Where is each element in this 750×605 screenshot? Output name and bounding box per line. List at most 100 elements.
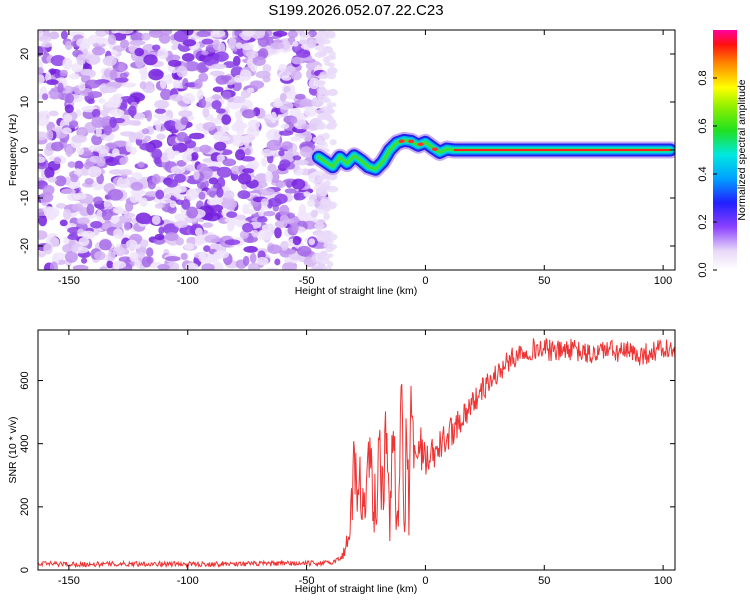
spectrogram-noise-blob [155, 119, 162, 132]
snr-ytick-label: 200 [19, 498, 31, 516]
spectrogram-ytick-label: 0 [19, 147, 31, 153]
spectrogram-noise-blob [230, 200, 238, 208]
spectrogram-noise-blob [132, 120, 142, 126]
snr-xtick-label: -150 [58, 575, 80, 587]
spectrogram-noise-blob [246, 126, 260, 138]
spectrogram-noise-blob [242, 222, 254, 233]
spectrogram-noise-blob [317, 205, 328, 210]
colorbar-scale [713, 30, 737, 270]
spectrogram-noise-blob [98, 98, 106, 104]
spectrogram-noise-blob [141, 217, 152, 225]
spectrogram-noise-blob [193, 170, 200, 181]
spectrogram-noise-blob [198, 98, 207, 109]
spectrogram-noise-blob [223, 61, 237, 68]
figure-title: S199.2026.052.07.22.C23 [268, 2, 443, 19]
spectrogram-noise-blob [65, 145, 73, 157]
spectrogram-noise-blob [134, 47, 145, 57]
spectrogram-xtick-label: 0 [422, 275, 428, 287]
spectrogram-noise-blob [188, 188, 197, 194]
spectrogram-noise-blob [103, 125, 112, 136]
spectrogram-noise-blob [59, 69, 68, 77]
spectrogram-noise-blob [169, 200, 177, 208]
spectrogram-noise-blob [269, 42, 285, 50]
spectrogram-noise-blob [296, 159, 309, 166]
spectrogram-noise-blob [224, 217, 237, 223]
spectrogram-noise-blob [67, 193, 81, 202]
spectrogram-noise-blob [165, 256, 181, 262]
spectrogram-noise-blob [323, 185, 333, 191]
spectrogram-noise-blob [290, 116, 298, 124]
spectrogram-noise-blob [114, 77, 129, 83]
spectrogram-noise-blob [38, 230, 48, 240]
spectrogram-noise-blob [202, 122, 216, 131]
spectrogram-noise-blob [155, 189, 165, 200]
spectrogram-noise-blob [80, 257, 88, 264]
spectrogram-noise-blob [241, 42, 255, 51]
spectrogram-noise-blob [247, 262, 261, 270]
spectrogram-noise-blob [211, 63, 227, 70]
spectrogram-noise-blob [322, 47, 332, 53]
spectrogram-noise-blob [292, 41, 299, 47]
spectrogram-noise-blob [70, 173, 79, 183]
spectrogram-noise-blob [247, 119, 260, 130]
spectrogram-noise-blob [91, 46, 106, 56]
spectrogram-noise-blob [80, 41, 87, 50]
spectrogram-noise-blob [251, 229, 259, 238]
spectrogram-noise-blob [180, 116, 189, 126]
spectrogram-noise-blob [95, 30, 108, 37]
spectrogram-noise-blob [314, 45, 325, 51]
spectrogram-noise-blob [92, 196, 103, 205]
spectrogram-noise-blob [292, 236, 302, 246]
spectrogram-noise-blob [182, 39, 197, 47]
spectrogram-noise-blob [38, 67, 44, 75]
spectrogram-noise-blob [139, 81, 147, 90]
spectrogram-noise-blob [164, 232, 179, 242]
spectrogram-noise-blob [100, 132, 115, 140]
spectrogram-noise-blob [84, 79, 101, 89]
spectrogram-noise-blob [129, 39, 146, 46]
spectrogram-noise-blob [71, 244, 79, 253]
spectrogram-noise-blob [298, 204, 307, 216]
spectrogram-noise-blob [299, 146, 313, 158]
spectrogram-noise-blob [320, 196, 332, 205]
spectrogram-noise-blob [118, 169, 133, 176]
spectrogram-noise-blob [281, 141, 293, 150]
spectrogram-noise-blob [157, 263, 170, 270]
spectrogram-noise-blob [157, 48, 169, 60]
spectrogram-noise-blob [218, 135, 231, 142]
spectrogram-noise-blob [237, 172, 252, 185]
spectrogram-noise-blob [161, 152, 169, 160]
spectrogram-noise-blob [143, 135, 152, 142]
spectrogram-noise-blob [85, 54, 101, 65]
spectrogram-noise-blob [44, 166, 55, 179]
spectrogram-noise-blob [130, 32, 145, 42]
spectrogram-noise-blob [84, 178, 94, 185]
snr-x-label: Height of straight line (km) [295, 583, 418, 595]
spectrogram-noise-blob [173, 30, 189, 43]
spectrogram-noise-blob [194, 227, 203, 236]
spectrogram-noise-blob [303, 106, 318, 117]
snr-xtick-label: -100 [177, 575, 199, 587]
spectrogram-noise-blob [235, 42, 243, 49]
spectrogram-noise-blob [148, 30, 164, 39]
spectrogram-noise-blob [55, 203, 67, 209]
spectrogram-ytick-label: 10 [19, 96, 31, 108]
spectrogram-noise-blob [141, 128, 150, 135]
spectrogram-noise-blob [306, 39, 317, 49]
spectrogram-noise-blob [154, 233, 165, 241]
spectrogram-noise-blob [141, 256, 152, 268]
spectrogram-noise-blob [112, 117, 125, 124]
spectrogram-noise-blob [196, 62, 209, 74]
spectrogram-noise-blob [280, 240, 289, 251]
snr-xtick-label: -50 [299, 575, 315, 587]
spectrogram-noise-blob [76, 147, 85, 156]
spectrogram-noise-blob [211, 100, 222, 110]
spectrogram-noise-blob [65, 93, 75, 104]
spectrogram-noise-blob [59, 219, 68, 227]
spectrogram-noise-blob [154, 99, 170, 110]
spectrogram-noise-blob [222, 158, 237, 167]
spectrogram-noise-blob [183, 61, 200, 72]
spectrogram-noise-blob [107, 251, 116, 262]
spectrogram-noise-blob [318, 30, 326, 35]
spectrogram-noise-blob [87, 166, 102, 178]
